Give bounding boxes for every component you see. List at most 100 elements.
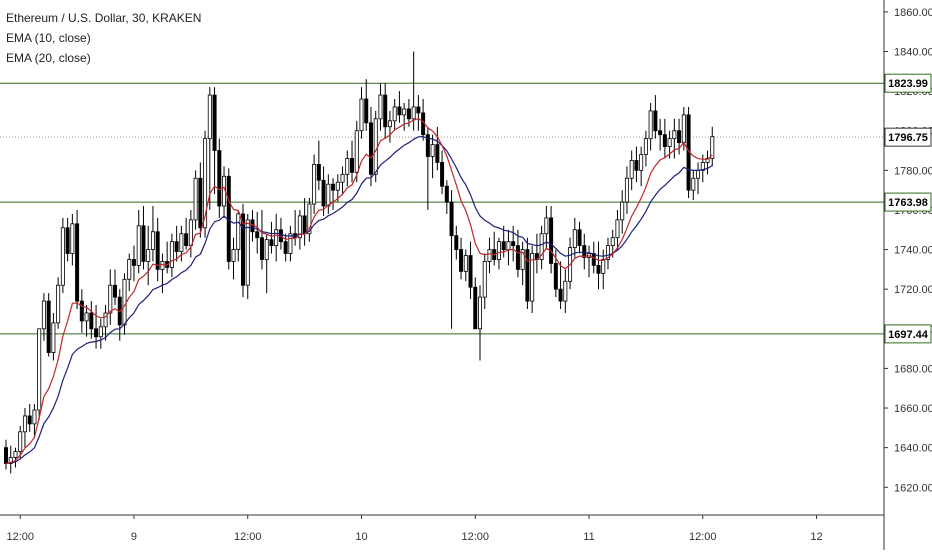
candle-body[interactable]: [79, 300, 84, 322]
candle-body[interactable]: [217, 150, 222, 207]
candle-body[interactable]: [212, 94, 217, 151]
candle-body[interactable]: [141, 225, 146, 262]
candle-body[interactable]: [482, 261, 487, 298]
candle-body[interactable]: [193, 177, 198, 221]
candle-body[interactable]: [131, 259, 136, 266]
candle-body[interactable]: [160, 261, 165, 270]
candle-body[interactable]: [378, 94, 383, 120]
candle-body[interactable]: [515, 245, 520, 270]
candle-body[interactable]: [359, 98, 364, 132]
candle-body[interactable]: [41, 300, 46, 330]
candle-body[interactable]: [459, 249, 464, 272]
candle-body[interactable]: [354, 130, 359, 173]
candle-body[interactable]: [435, 144, 440, 163]
candle-body[interactable]: [672, 130, 677, 140]
candle-body[interactable]: [677, 130, 682, 144]
candle-body[interactable]: [691, 177, 696, 191]
candle-body[interactable]: [653, 110, 658, 132]
candle-body[interactable]: [591, 253, 596, 266]
candle-body[interactable]: [307, 203, 312, 235]
candle-body[interactable]: [468, 255, 473, 288]
candle-body[interactable]: [629, 160, 634, 179]
candle-body[interactable]: [582, 245, 587, 258]
candle-body[interactable]: [696, 169, 701, 179]
candle-body[interactable]: [449, 201, 454, 237]
candle-body[interactable]: [350, 158, 355, 173]
candle-body[interactable]: [22, 415, 27, 433]
candle-body[interactable]: [335, 181, 340, 191]
candle-body[interactable]: [430, 144, 435, 157]
candle-body[interactable]: [345, 158, 350, 175]
candle-body[interactable]: [8, 457, 13, 464]
candle-body[interactable]: [94, 328, 99, 338]
candle-body[interactable]: [51, 322, 56, 353]
candle-body[interactable]: [316, 164, 321, 181]
candle-body[interactable]: [549, 217, 554, 264]
candle-body[interactable]: [188, 219, 193, 247]
ema20-legend[interactable]: EMA (20, close): [6, 51, 91, 65]
candle-body[interactable]: [596, 265, 601, 274]
candle-body[interactable]: [146, 249, 151, 262]
candle-body[interactable]: [620, 201, 625, 221]
candle-body[interactable]: [397, 106, 402, 116]
candle-body[interactable]: [264, 239, 269, 260]
candle-body[interactable]: [122, 278, 127, 326]
candle-body[interactable]: [13, 451, 18, 458]
candle-body[interactable]: [98, 326, 103, 338]
candle-body[interactable]: [572, 229, 577, 248]
candle-body[interactable]: [203, 138, 208, 229]
candle-body[interactable]: [288, 233, 293, 254]
candle-body[interactable]: [444, 185, 449, 203]
candle-body[interactable]: [525, 249, 530, 302]
candle-body[interactable]: [463, 255, 468, 272]
candle-body[interactable]: [27, 415, 32, 425]
candle-body[interactable]: [402, 108, 407, 116]
candle-body[interactable]: [4, 447, 9, 464]
candle-body[interactable]: [56, 284, 61, 324]
candle-body[interactable]: [46, 300, 51, 353]
candle-body[interactable]: [60, 227, 65, 286]
candle-body[interactable]: [297, 215, 302, 239]
candle-body[interactable]: [70, 223, 75, 254]
candle-body[interactable]: [530, 253, 535, 302]
candle-body[interactable]: [103, 312, 108, 328]
candle-body[interactable]: [136, 225, 141, 266]
candle-body[interactable]: [89, 312, 94, 330]
candle-body[interactable]: [387, 120, 392, 128]
candle-body[interactable]: [406, 108, 411, 120]
candle-body[interactable]: [32, 409, 37, 425]
candle-body[interactable]: [643, 138, 648, 155]
candle-body[interactable]: [681, 114, 686, 144]
candle-body[interactable]: [553, 263, 558, 290]
candle-body[interactable]: [184, 233, 189, 247]
candle-body[interactable]: [667, 138, 672, 147]
candle-body[interactable]: [37, 328, 42, 411]
candle-body[interactable]: [501, 241, 506, 250]
candle-body[interactable]: [155, 231, 160, 270]
candle-body[interactable]: [368, 122, 373, 175]
candle-body[interactable]: [624, 177, 629, 203]
candle-body[interactable]: [269, 239, 274, 247]
candle-body[interactable]: [558, 288, 563, 302]
candle-body[interactable]: [506, 241, 511, 250]
candle-body[interactable]: [487, 249, 492, 262]
candle-body[interactable]: [477, 296, 482, 330]
candle-body[interactable]: [259, 237, 264, 260]
candle-body[interactable]: [577, 229, 582, 247]
candle-body[interactable]: [416, 106, 421, 114]
price-axis-label-box[interactable]: [884, 192, 932, 212]
candle-body[interactable]: [539, 233, 544, 260]
candle-body[interactable]: [700, 162, 705, 171]
candle-body[interactable]: [179, 233, 184, 252]
candle-body[interactable]: [383, 94, 388, 128]
price-axis-label-box[interactable]: [884, 127, 932, 147]
candle-body[interactable]: [425, 134, 430, 157]
candle-body[interactable]: [207, 94, 212, 140]
candle-body[interactable]: [150, 231, 155, 250]
candle-body[interactable]: [198, 177, 203, 229]
candle-body[interactable]: [454, 235, 459, 250]
candle-body[interactable]: [127, 259, 132, 280]
candle-body[interactable]: [231, 249, 236, 262]
